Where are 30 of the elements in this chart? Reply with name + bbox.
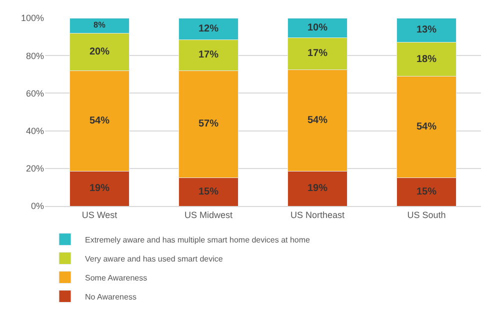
y-tick-label: 100% bbox=[20, 13, 44, 24]
data-label: 17% bbox=[198, 50, 219, 61]
data-label: 8% bbox=[94, 20, 106, 30]
y-tick-label: 80% bbox=[26, 50, 44, 61]
y-tick-label: 60% bbox=[26, 88, 44, 98]
data-label: 17% bbox=[307, 48, 328, 60]
data-label: 15% bbox=[416, 186, 437, 198]
legend-label: Very aware and has used smart device bbox=[85, 254, 224, 264]
legend-label: No Awareness bbox=[85, 292, 136, 302]
data-label: 12% bbox=[198, 23, 219, 34]
x-tick-label: US South bbox=[407, 210, 446, 220]
data-label: 19% bbox=[89, 183, 110, 194]
data-label: 10% bbox=[307, 22, 328, 34]
y-tick-label: 0% bbox=[30, 201, 44, 212]
data-label: 19% bbox=[307, 183, 328, 194]
data-label: 54% bbox=[89, 115, 110, 126]
data-label: 57% bbox=[198, 118, 219, 130]
data-label: 54% bbox=[307, 114, 328, 126]
y-tick-label: 40% bbox=[26, 126, 44, 136]
data-label: 18% bbox=[416, 54, 437, 65]
x-tick-label: US West bbox=[82, 210, 118, 220]
legend-label: Some Awareness bbox=[85, 273, 148, 282]
x-tick-label: US Midwest bbox=[184, 210, 233, 220]
data-label: 13% bbox=[416, 24, 437, 36]
legend-label: Extremely aware and has multiple smart home devices at home bbox=[85, 235, 311, 244]
data-label: 54% bbox=[416, 122, 437, 133]
data-label: 15% bbox=[198, 186, 219, 198]
x-tick-label: US Northeast bbox=[290, 210, 346, 220]
data-label: 20% bbox=[89, 46, 110, 58]
y-tick-label: 20% bbox=[26, 164, 44, 174]
